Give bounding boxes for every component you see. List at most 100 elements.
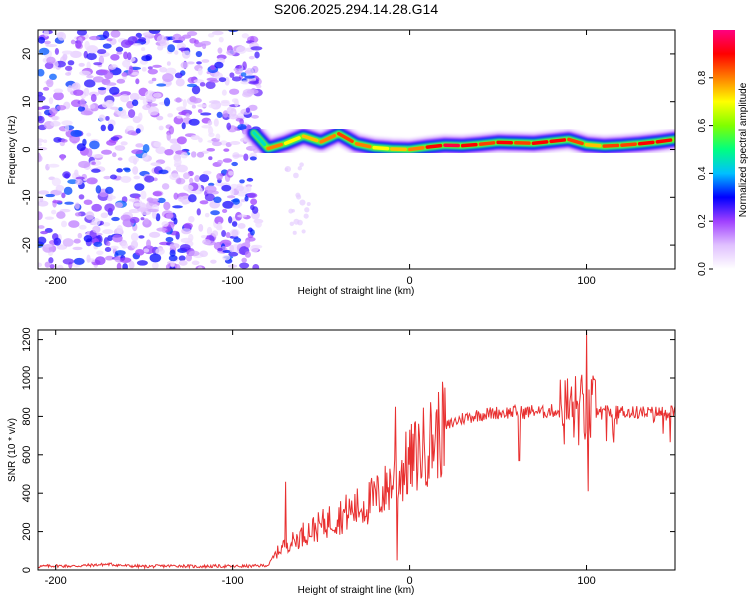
noise-blob [60, 138, 68, 143]
noise-blob [86, 61, 91, 70]
noise-blob [243, 153, 249, 161]
noise-blob [191, 260, 200, 266]
noise-blob [91, 168, 101, 173]
noise-blob [118, 106, 123, 112]
noise-blob [109, 86, 120, 95]
noise-blob [174, 263, 181, 269]
noise-blob [222, 158, 233, 163]
noise-blob [68, 220, 80, 228]
noise-blob [110, 174, 117, 180]
noise-blob [208, 132, 215, 138]
noise-blob [178, 111, 188, 116]
noise-blob [148, 30, 161, 34]
noise-blob [167, 113, 174, 118]
noise-blob [192, 97, 202, 104]
noise-blob [166, 132, 172, 141]
noise-blob [204, 212, 210, 218]
noise-blob [74, 202, 80, 210]
noise-blob [156, 115, 164, 121]
noise-blob [49, 264, 55, 269]
noise-blob [169, 242, 180, 249]
noise-blob [107, 235, 113, 242]
noise-blob [199, 174, 210, 183]
noise-blob [229, 72, 235, 78]
noise-blob [211, 30, 224, 36]
noise-blob [44, 62, 54, 70]
noise-blob [132, 166, 139, 175]
noise-blob [217, 247, 223, 252]
noise-blob [215, 133, 221, 140]
noise-blob [61, 192, 66, 199]
noise-blob [216, 173, 223, 181]
noise-blob [106, 197, 113, 202]
noise-blob [250, 244, 259, 253]
signal-core [637, 140, 655, 146]
noise-blob [40, 230, 49, 235]
noise-blob [182, 172, 190, 180]
noise-blob [244, 195, 249, 202]
noise-blob [152, 64, 162, 68]
noise-blob [214, 72, 223, 80]
noise-blob [191, 104, 196, 109]
noise-blob [151, 262, 159, 269]
noise-blob [47, 163, 60, 168]
noise-blob [231, 76, 242, 82]
noise-blob [151, 77, 157, 82]
noise-blob [139, 96, 145, 101]
noise-blob [61, 50, 74, 55]
noise-blob [236, 185, 245, 192]
noise-blob [210, 259, 217, 264]
noise-blob [121, 59, 131, 68]
noise-blob [174, 158, 182, 166]
colorbar-ticks: 0.0 0.2 0.4 0.6 0.8 [697, 70, 713, 276]
noise-blob [86, 52, 97, 61]
noise-blob [181, 122, 186, 130]
noise-blob [120, 141, 128, 146]
noise-blob [255, 221, 262, 228]
noise-blob [86, 254, 91, 263]
noise-blob [200, 112, 212, 116]
noise-blob [121, 242, 129, 249]
noise-blob [135, 248, 145, 256]
noise-blob [91, 203, 102, 212]
noise-blob [228, 216, 233, 224]
noise-blob [175, 177, 186, 185]
noise-blob [158, 169, 169, 175]
noise-blob [292, 230, 297, 235]
noise-blob [114, 145, 126, 151]
noise-blob [64, 201, 74, 205]
noise-blob [248, 55, 255, 60]
noise-blob [83, 235, 93, 243]
noise-blob [247, 227, 253, 233]
noise-blob [71, 83, 79, 89]
noise-blob [208, 100, 221, 104]
noise-blob [103, 175, 111, 180]
noise-blob [42, 244, 53, 248]
spectrogram-xtick-label: -100 [222, 275, 244, 287]
snr-ytick-label: 1000 [21, 366, 33, 390]
noise-blob [208, 103, 217, 109]
spectrogram-ytick-label: -20 [21, 237, 33, 253]
noise-blob [173, 192, 179, 200]
snr-xtick-label: -200 [45, 575, 67, 587]
noise-blob [150, 162, 162, 167]
noise-blob [73, 238, 81, 244]
noise-blob [63, 186, 73, 196]
noise-blob [128, 155, 140, 164]
noise-blob [222, 200, 234, 209]
noise-blob [146, 239, 151, 249]
noise-blob [131, 149, 143, 155]
noise-blob [176, 115, 183, 119]
noise-blob [204, 185, 217, 193]
noise-blob [147, 66, 153, 70]
noise-blob [178, 260, 188, 266]
noise-blob [205, 81, 216, 90]
colorbar-gradient [713, 30, 735, 269]
noise-blob [157, 45, 164, 51]
noise-blob [301, 229, 306, 234]
noise-blob [155, 247, 165, 256]
signal-core [655, 138, 673, 144]
noise-blob [38, 142, 43, 147]
noise-blob [127, 109, 136, 118]
